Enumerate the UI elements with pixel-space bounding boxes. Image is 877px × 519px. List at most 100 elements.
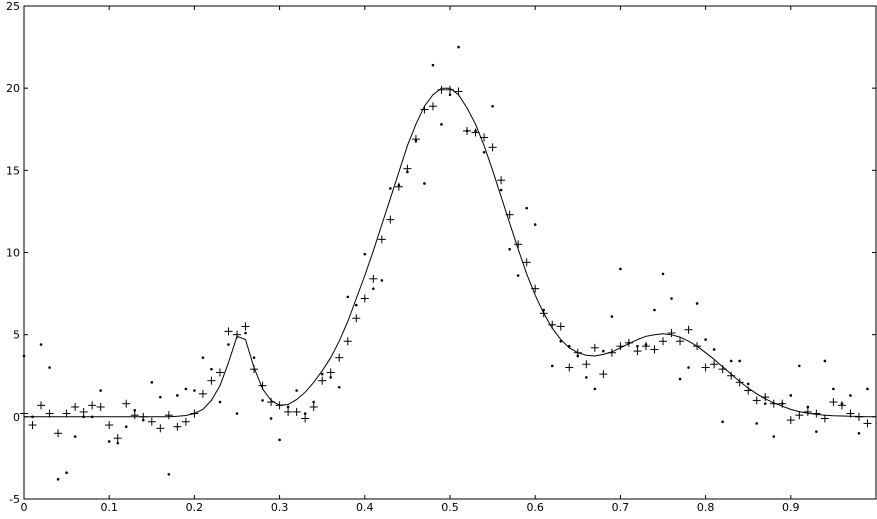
dot-marker (210, 367, 213, 371)
plus-marker (548, 320, 557, 329)
dot-marker (414, 139, 418, 143)
y-tick-label: 10 (6, 247, 20, 260)
x-tick-label: 0.4 (356, 501, 374, 514)
plus-marker (556, 322, 565, 331)
plus-marker (684, 325, 693, 334)
x-tick-label: 0.9 (782, 501, 800, 514)
dot-marker (431, 63, 435, 67)
plus-marker (437, 85, 446, 94)
dot-marker (465, 129, 469, 133)
plus-marker (607, 348, 616, 357)
dot-marker (687, 366, 690, 369)
dot-marker (201, 356, 205, 359)
dot-marker (116, 441, 120, 445)
plus-marker (267, 398, 276, 407)
dot-marker (389, 187, 392, 190)
plus-marker (659, 337, 667, 346)
dot-marker (550, 364, 554, 368)
plus-marker (744, 386, 753, 395)
plus-marker (454, 87, 463, 96)
dot-marker (533, 223, 537, 226)
dot-marker (22, 354, 26, 358)
dot-marker (559, 339, 563, 343)
plus-marker (446, 85, 454, 94)
dot-marker (798, 364, 801, 368)
plus-marker (105, 421, 114, 430)
dot-marker (653, 308, 656, 312)
dot-marker (397, 183, 401, 187)
dot-marker (133, 408, 137, 412)
plus-marker (497, 176, 506, 185)
plus-marker (147, 417, 156, 426)
plus-marker (88, 401, 97, 410)
dot-marker (602, 349, 605, 353)
plus-marker (45, 409, 54, 418)
plus-marker (164, 411, 173, 420)
plus-marker (846, 409, 855, 418)
x-tick-label: 0.7 (612, 501, 630, 514)
dot-marker (244, 331, 247, 335)
dot-marker (346, 295, 350, 299)
plus-marker (514, 240, 523, 249)
dot-marker (99, 389, 102, 392)
dot-marker (576, 354, 580, 358)
dot-marker (678, 377, 682, 381)
dot-marker (491, 104, 494, 108)
x-tick-label: 0.2 (186, 501, 204, 514)
dot-marker (823, 359, 827, 363)
dot-marker (866, 387, 869, 391)
data-series (20, 45, 877, 481)
dot-marker (457, 45, 460, 49)
plus-marker (284, 407, 293, 416)
plus-marker (752, 396, 761, 405)
plus-marker (156, 424, 165, 433)
plus-marker (820, 414, 829, 423)
dot-marker (269, 417, 273, 420)
plus-marker (386, 215, 395, 224)
y-tick-label: 25 (6, 0, 20, 13)
dot-marker (815, 430, 818, 433)
plus-marker (803, 407, 812, 416)
dot-marker (789, 394, 793, 397)
plus-marker (377, 235, 386, 244)
plus-marker (829, 398, 838, 407)
plus-marker (531, 284, 540, 293)
dot-marker (755, 422, 759, 425)
plus-marker (590, 343, 599, 352)
dot-marker (286, 405, 290, 409)
plus-marker (198, 389, 207, 398)
plus-marker (275, 401, 284, 410)
dot-marker (354, 303, 358, 307)
dot-marker (252, 356, 256, 359)
plus-marker (292, 407, 301, 416)
plus-marker (215, 368, 224, 377)
dot-marker (619, 267, 622, 271)
dot-marker (849, 394, 852, 397)
dot-marker (499, 188, 503, 192)
plus-marker (676, 337, 685, 346)
plus-marker (335, 353, 344, 362)
plus-marker (130, 411, 139, 420)
plus-marker (761, 393, 770, 402)
dot-marker (627, 341, 631, 345)
dot-marker (772, 435, 776, 438)
plus-marker (20, 409, 28, 418)
plus-marker (122, 399, 131, 408)
plus-marker (233, 330, 241, 339)
dot-marker (159, 395, 162, 399)
dot-marker (670, 297, 673, 300)
dot-marker (832, 387, 835, 391)
y-tick-label: 0 (13, 411, 20, 424)
x-tick-label: 0.5 (441, 501, 459, 514)
plus-marker (769, 399, 778, 408)
plus-marker (360, 294, 369, 303)
plus-marker (181, 417, 190, 426)
y-tick-label: -5 (9, 493, 20, 506)
dot-marker (610, 315, 614, 318)
dot-marker (218, 400, 222, 404)
plus-marker (343, 337, 352, 346)
plus-marker (488, 143, 497, 152)
plus-marker (326, 368, 335, 377)
plus-marker (258, 381, 267, 390)
